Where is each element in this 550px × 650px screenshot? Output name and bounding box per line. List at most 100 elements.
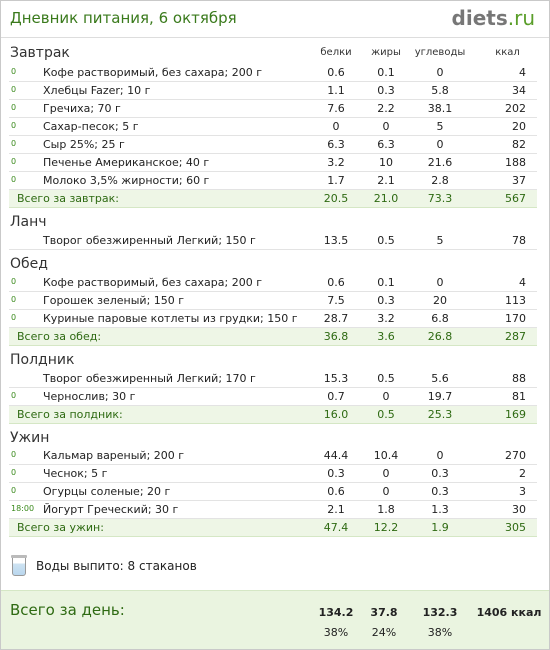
food-row[interactable]: 0 Гречиха; 70 г 7.6 2.2 38.1 202 [9, 100, 537, 118]
food-carbs: 0 [436, 449, 444, 462]
meal-total-fat: 3.6 [377, 330, 395, 343]
food-protein: 7.6 [327, 102, 345, 115]
food-carbs: 0 [436, 66, 444, 79]
food-kcal: 37 [512, 174, 526, 187]
food-protein: 44.4 [323, 449, 349, 462]
col-header-carbs: углеводы [414, 47, 466, 58]
food-row[interactable]: 0 Сахар-песок; 5 г 0 0 5 20 [9, 118, 537, 136]
meal-total-row: Всего за обед: 36.8 3.6 26.8 287 [9, 328, 537, 346]
meal-time: 0 [11, 139, 17, 148]
food-name[interactable]: Гречиха; 70 г [43, 102, 121, 115]
col-header-fat: жиры [371, 47, 401, 58]
food-row[interactable]: Творог обезжиренный Легкий; 150 г 13.5 0.5… [9, 232, 537, 250]
header: Дневник питания, 6 октября diets.ru [1, 1, 549, 37]
food-kcal: 202 [505, 102, 526, 115]
logo-main: diets [451, 6, 508, 30]
meal-total-carbs: 1.9 [431, 521, 449, 534]
food-carbs: 38.1 [427, 102, 453, 115]
food-fat: 0.5 [377, 234, 395, 247]
section-title-lunch: Ланч [10, 214, 47, 230]
food-fat: 0 [382, 390, 390, 403]
food-name[interactable]: Горошек зеленый; 150 г [43, 294, 185, 307]
food-kcal: 113 [505, 294, 526, 307]
food-row[interactable]: 0 Хлебцы Fazer; 10 г 1.1 0.3 5.8 34 [9, 82, 537, 100]
food-name[interactable]: Кальмар вареный; 200 г [43, 449, 185, 462]
food-name[interactable]: Кофе растворимый, без сахара; 200 г [43, 276, 262, 289]
food-kcal: 3 [519, 485, 526, 498]
food-kcal: 34 [512, 84, 526, 97]
food-name[interactable]: Кофе растворимый, без сахара; 200 г [43, 66, 262, 79]
food-protein: 7.5 [327, 294, 345, 307]
food-name[interactable]: Чернослив; 30 г [43, 390, 136, 403]
meal-time: 18:00 [11, 504, 35, 513]
food-row[interactable]: 0 Куриные паровые котлеты из грудки; 150 … [9, 310, 537, 328]
food-name[interactable]: Огурцы соленые; 20 г [43, 485, 171, 498]
meal-total-kcal: 567 [505, 192, 526, 205]
day-carbs-percent: 38% [427, 626, 453, 639]
food-carbs: 6.8 [431, 312, 449, 325]
food-name[interactable]: Чеснок; 5 г [43, 467, 108, 480]
meal-time: 0 [11, 67, 17, 76]
food-name[interactable]: Йогурт Греческий; 30 г [43, 503, 179, 516]
food-name[interactable]: Творог обезжиренный Легкий; 150 г [43, 234, 256, 247]
food-kcal: 170 [505, 312, 526, 325]
food-kcal: 270 [505, 449, 526, 462]
food-protein: 0.7 [327, 390, 345, 403]
day-total-protein: 134.2 [318, 606, 354, 619]
meal-total-carbs: 73.3 [427, 192, 453, 205]
food-row[interactable]: 0 Молоко 3,5% жирности; 60 г 1.7 2.1 2.8 37 [9, 172, 537, 190]
food-carbs: 1.3 [431, 503, 449, 516]
diets-logo[interactable]: diets.ru [452, 6, 535, 30]
food-kcal: 188 [505, 156, 526, 169]
meal-total-fat: 12.2 [373, 521, 399, 534]
meal-total-label: Всего за полдник: [17, 408, 123, 421]
food-protein: 15.3 [323, 372, 349, 385]
food-name[interactable]: Сахар-песок; 5 г [43, 120, 139, 133]
food-row[interactable]: 18:00 Йогурт Греческий; 30 г 2.1 1.8 1.3 30 [9, 501, 537, 519]
food-row[interactable]: 0 Печенье Американское; 40 г 3.2 10 21.6 188 [9, 154, 537, 172]
day-total-fat: 37.8 [370, 606, 398, 619]
food-protein: 0.6 [327, 485, 345, 498]
food-fat: 10 [379, 156, 393, 169]
food-fat: 0.1 [377, 66, 395, 79]
food-protein: 1.7 [327, 174, 345, 187]
meal-total-kcal: 169 [505, 408, 526, 421]
food-protein: 0.6 [327, 66, 345, 79]
food-row[interactable]: 0 Кофе растворимый, без сахара; 200 г 0.6 0… [9, 274, 537, 292]
food-row[interactable]: 0 Чеснок; 5 г 0.3 0 0.3 2 [9, 465, 537, 483]
food-name[interactable]: Сыр 25%; 25 г [43, 138, 125, 151]
food-row[interactable]: 0 Кальмар вареный; 200 г 44.4 10.4 0 270 [9, 447, 537, 465]
meal-time: 0 [11, 277, 17, 286]
food-fat: 6.3 [377, 138, 395, 151]
col-header-protein: белки [320, 47, 352, 58]
food-carbs: 0 [436, 276, 444, 289]
food-fat: 10.4 [373, 449, 399, 462]
food-row[interactable]: Творог обезжиренный Легкий; 170 г 15.3 0.5… [9, 370, 537, 388]
food-fat: 0 [382, 467, 390, 480]
food-protein: 1.1 [327, 84, 345, 97]
meal-total-protein: 20.5 [323, 192, 349, 205]
food-row[interactable]: 0 Чернослив; 30 г 0.7 0 19.7 81 [9, 388, 537, 406]
food-name[interactable]: Творог обезжиренный Легкий; 170 г [43, 372, 256, 385]
food-row[interactable]: 0 Сыр 25%; 25 г 6.3 6.3 0 82 [9, 136, 537, 154]
food-name[interactable]: Хлебцы Fazer; 10 г [43, 84, 151, 97]
meal-total-label: Всего за ужин: [17, 521, 104, 534]
food-row[interactable]: 0 Горошек зеленый; 150 г 7.5 0.3 20 113 [9, 292, 537, 310]
meal-total-protein: 16.0 [323, 408, 349, 421]
meal-time: 0 [11, 295, 17, 304]
food-name[interactable]: Куриные паровые котлеты из грудки; 150 г [43, 312, 298, 325]
meal-time: 0 [11, 468, 17, 477]
food-row[interactable]: 0 Кофе растворимый, без сахара; 200 г 0.6 0… [9, 64, 537, 82]
day-total-label: Всего за день: [10, 601, 125, 619]
meal-total-kcal: 305 [505, 521, 526, 534]
food-name[interactable]: Печенье Американское; 40 г [43, 156, 210, 169]
food-kcal: 2 [519, 467, 526, 480]
meal-time: 0 [11, 391, 17, 400]
food-row[interactable]: 0 Огурцы соленые; 20 г 0.6 0 0.3 3 [9, 483, 537, 501]
food-carbs: 0 [436, 138, 444, 151]
food-protein: 0.3 [327, 467, 345, 480]
food-name[interactable]: Молоко 3,5% жирности; 60 г [43, 174, 210, 187]
food-protein: 0 [332, 120, 340, 133]
meal-time: 0 [11, 450, 17, 459]
food-fat: 0.3 [377, 84, 395, 97]
